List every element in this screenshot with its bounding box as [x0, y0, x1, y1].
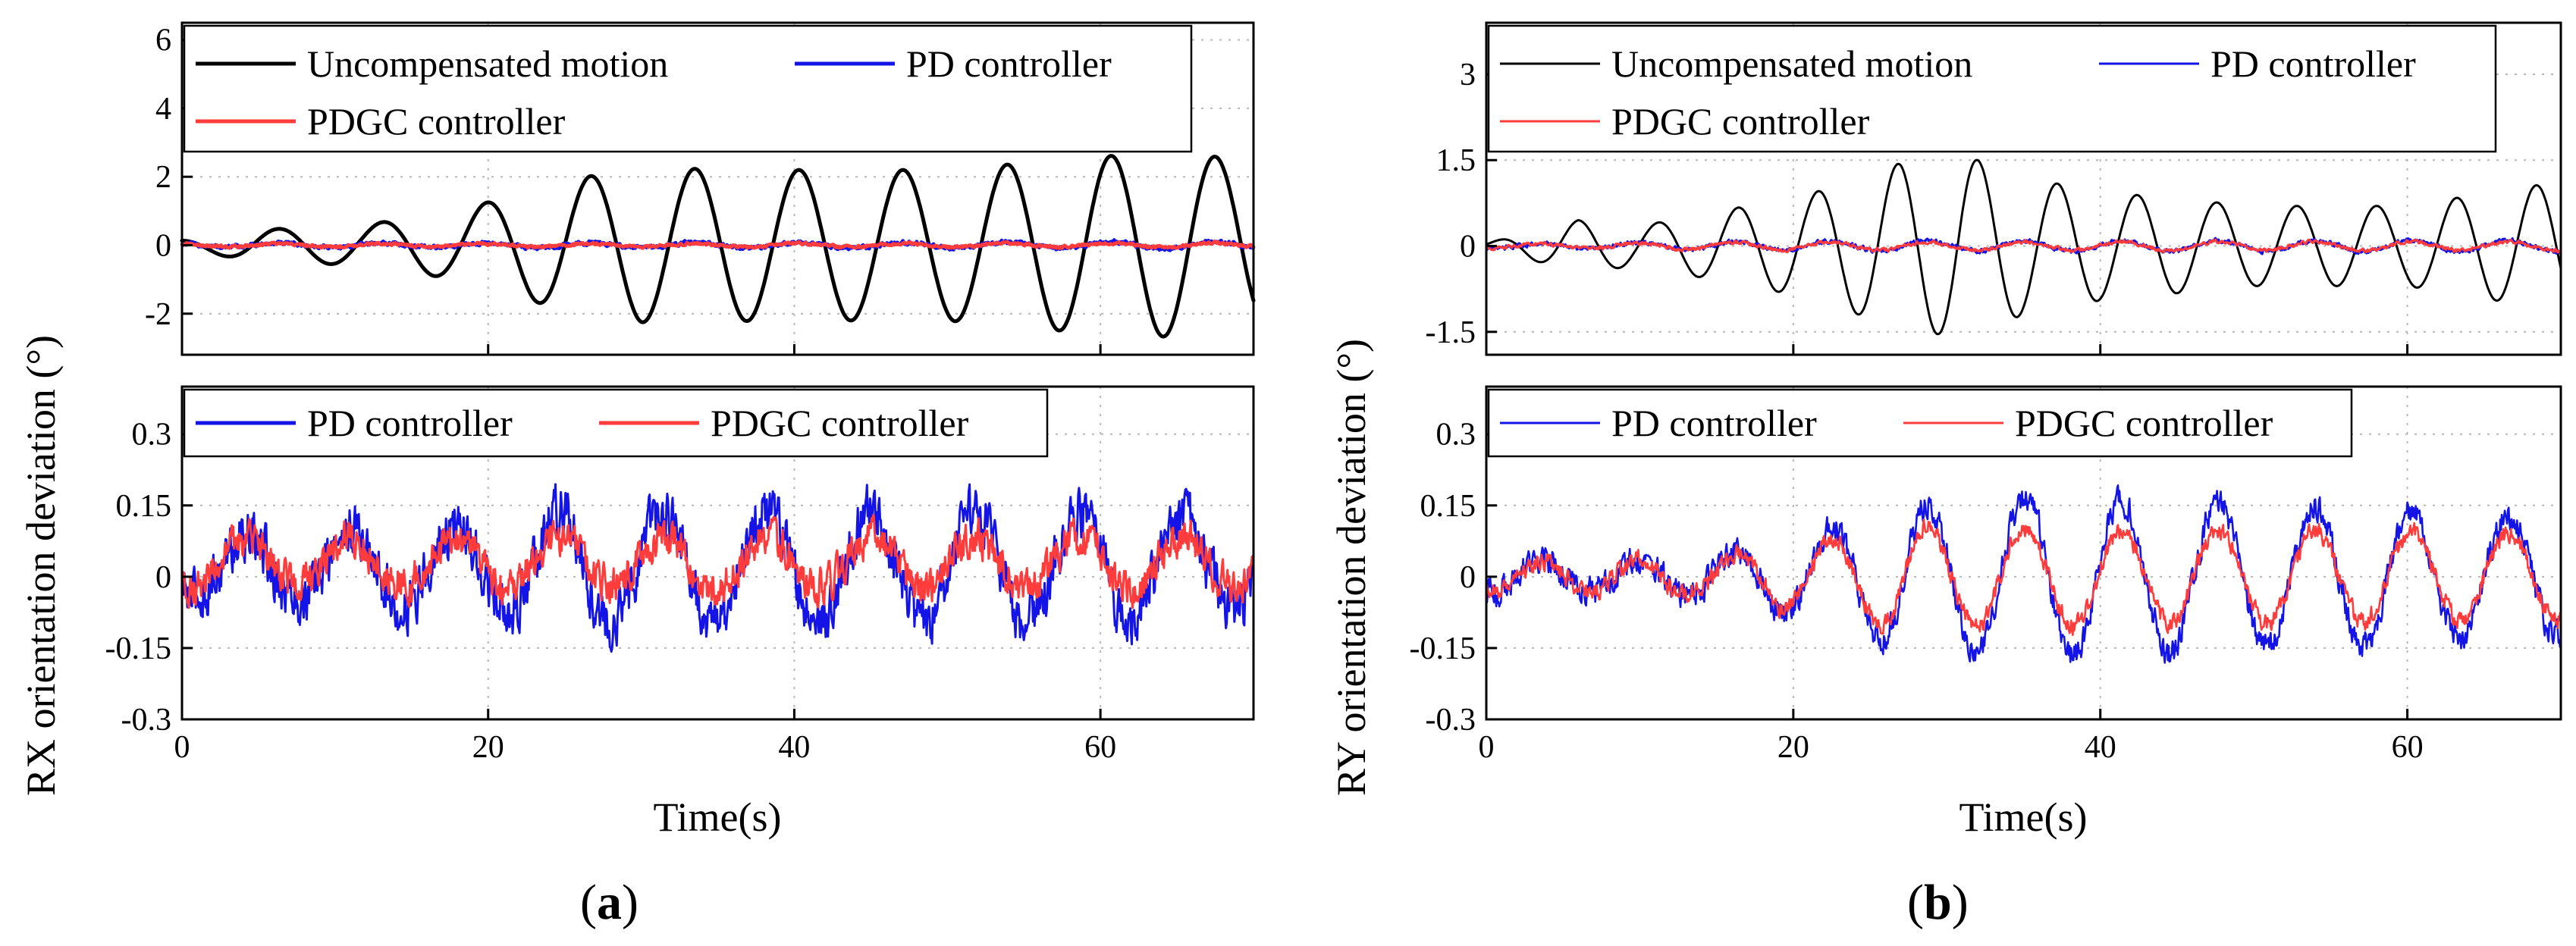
- panel-label-a: (a): [580, 875, 639, 930]
- legend-a-bottom: PD controller PDGC controller: [183, 388, 1049, 458]
- series-pdgc-controller: [1485, 238, 2562, 254]
- y-tick-label: -0.15: [105, 631, 172, 666]
- y-tick-label: 0.3: [132, 418, 172, 453]
- series-pd-controller: [180, 483, 1255, 653]
- series-pdgc-controller: [1485, 518, 2562, 636]
- y-axis-label-b: RY orientation deviation (°): [1329, 339, 1374, 796]
- plot-frame-a-bottom: [180, 385, 1255, 721]
- x-tick-label: 0: [174, 730, 190, 765]
- y-tick-label: 0: [1460, 560, 1476, 595]
- ticks-b-bottom: 0 20 40 60 -0.3 -0.15 0 0.15 0.3: [1410, 418, 2424, 765]
- y-tick-label: 0: [155, 560, 171, 595]
- plot-b-bottom: 0 20 40 60 -0.3 -0.15 0 0.15 0.3 PD controller P…: [1410, 385, 2562, 765]
- legend-b-top: Uncompensated motion PD controller PDGC …: [1487, 24, 2497, 153]
- ticks-a-bottom: 0 20 40 60 -0.3 -0.15 0 0.15 0.3: [105, 418, 1117, 765]
- y-tick-label: 0: [1460, 230, 1476, 265]
- y-tick-label: 0.15: [116, 489, 172, 524]
- series-pdgc-controller: [180, 240, 1256, 250]
- y-tick-label: 4: [155, 92, 171, 127]
- series-b-bottom: [1485, 484, 2562, 664]
- ticks-a-top: -2 0 2 4 6: [145, 23, 1102, 355]
- legend-label-pdgc: PDGC controller: [307, 100, 566, 143]
- legend-label-pdgc: PDGC controller: [711, 402, 969, 444]
- y-tick-label: 6: [155, 23, 171, 58]
- legend-box: [183, 24, 1193, 153]
- legend-label-pd: PD controller: [2210, 42, 2416, 85]
- y-tick-label: 2: [155, 160, 171, 195]
- series-uncompensated-motion: [180, 154, 1256, 339]
- y-tick-label: 0.3: [1436, 418, 1476, 453]
- y-axis-label-a: RX orientation deviation (°): [18, 335, 64, 796]
- panel-label-b: (b): [1907, 875, 1969, 930]
- legend-label-uncompensated: Uncompensated motion: [307, 42, 668, 85]
- legend-label-pdgc: PDGC controller: [2015, 402, 2273, 444]
- x-axis-label-b: Time(s): [1959, 794, 2087, 840]
- x-tick-label: 0: [1479, 730, 1495, 765]
- series-pdgc-controller: [180, 514, 1255, 609]
- y-tick-label: -0.3: [1426, 703, 1476, 738]
- series-uncompensated-motion: [1485, 158, 2562, 336]
- plot-a-bottom: 0 20 40 60 -0.3 -0.15 0 0.15 0.3 PD controller P…: [105, 385, 1255, 765]
- x-axis-label-a: Time(s): [653, 794, 781, 840]
- legend-box: [1487, 24, 2497, 153]
- panel-a: -2 0 2 4 6 Uncompensated motion PD controlle…: [18, 21, 1256, 930]
- y-tick-label: -0.15: [1410, 631, 1476, 666]
- series-a-top: [180, 154, 1256, 339]
- plot-frame-b-top: [1485, 21, 2562, 356]
- legend-a-top: Uncompensated motion PD controller PDGC …: [183, 24, 1193, 153]
- x-tick-label: 40: [778, 730, 810, 765]
- legend-label-pd: PD controller: [307, 402, 513, 444]
- plot-a-top: -2 0 2 4 6 Uncompensated motion PD controlle…: [145, 21, 1256, 356]
- x-tick-label: 20: [1777, 730, 1809, 765]
- y-tick-label: -1.5: [1426, 315, 1476, 350]
- y-tick-label: 0.15: [1420, 489, 1476, 524]
- series-a-bottom: [180, 483, 1255, 653]
- plot-b-top: -1.5 0 1.5 3 Uncompensated motion PD contro…: [1426, 21, 2562, 356]
- x-tick-label: 40: [2085, 730, 2116, 765]
- y-tick-label: 0: [155, 229, 171, 264]
- y-tick-label: -0.3: [121, 703, 172, 738]
- x-tick-label: 20: [472, 730, 504, 765]
- plot-frame-a-top: [180, 21, 1255, 356]
- series-pd-controller: [1485, 484, 2562, 664]
- plot-frame-b-bottom: [1485, 385, 2562, 721]
- legend-b-bottom: PD controller PDGC controller: [1487, 388, 2353, 458]
- legend-label-uncompensated: Uncompensated motion: [1611, 42, 1972, 85]
- panel-b: -1.5 0 1.5 3 Uncompensated motion PD contro…: [1329, 21, 2562, 930]
- ticks-b-top: -1.5 0 1.5 3: [1426, 58, 2409, 355]
- x-tick-label: 60: [2392, 730, 2424, 765]
- y-tick-label: -2: [145, 297, 171, 332]
- legend-label-pdgc: PDGC controller: [1611, 100, 1870, 143]
- legend-label-pd: PD controller: [906, 42, 1112, 85]
- series-b-top: [1485, 158, 2562, 336]
- legend-label-pd: PD controller: [1611, 402, 1817, 444]
- y-tick-label: 1.5: [1436, 143, 1476, 178]
- y-tick-label: 3: [1460, 58, 1476, 92]
- x-tick-label: 60: [1084, 730, 1116, 765]
